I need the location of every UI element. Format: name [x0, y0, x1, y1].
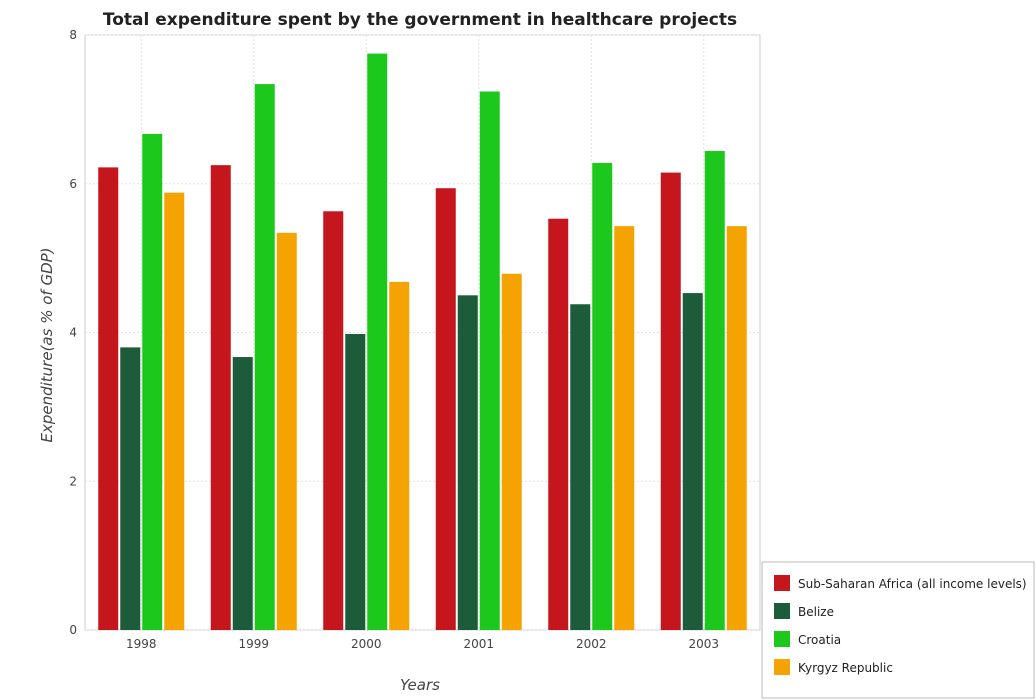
legend: Sub-Saharan Africa (all income levels) Be…: [761, 561, 1035, 699]
x-tick-label: 2001: [463, 637, 494, 651]
bar-sub-saharan-africa-all-income-levels--2000: [323, 211, 344, 631]
bar-kyrgyz-republic-1998: [164, 192, 185, 631]
x-tick-label: 2002: [576, 637, 607, 651]
y-axis-ticks: 0 2 4 6 8: [69, 28, 77, 637]
legend-entry: Kyrgyz Republic: [798, 661, 893, 675]
bar-kyrgyz-republic-2002: [614, 226, 635, 631]
y-tick-label: 0: [69, 623, 77, 637]
bar-croatia-1998: [142, 133, 163, 630]
y-tick-label: 8: [69, 28, 77, 42]
x-axis-title: Years: [400, 676, 440, 694]
bar-sub-saharan-africa-all-income-levels--2001: [435, 188, 456, 630]
bar-belize-1999: [232, 357, 253, 630]
y-tick-label: 4: [69, 326, 77, 340]
bar-sub-saharan-africa-all-income-levels--1998: [98, 167, 119, 630]
bar-croatia-2002: [592, 162, 613, 631]
x-axis-ticks: 1998 1999 2000 2001 2002 2003: [126, 637, 719, 651]
bar-sub-saharan-africa-all-income-levels--1999: [210, 165, 231, 630]
bars: [98, 53, 747, 631]
y-tick-label: 2: [69, 474, 77, 488]
x-tick-label: 1999: [238, 637, 269, 651]
legend-swatch: [774, 603, 790, 619]
x-tick-label: 2000: [351, 637, 382, 651]
bar-sub-saharan-africa-all-income-levels--2002: [548, 218, 569, 631]
bar-kyrgyz-republic-2003: [726, 226, 747, 631]
chart-title: Total expenditure spent by the governmen…: [103, 10, 737, 30]
x-tick-label: 2003: [688, 637, 719, 651]
legend-swatch: [774, 631, 790, 647]
bar-kyrgyz-republic-1999: [276, 232, 297, 630]
bar-belize-2002: [570, 304, 591, 630]
bar-croatia-2003: [704, 151, 725, 630]
legend-box: [761, 561, 1035, 699]
bar-belize-1998: [120, 347, 141, 630]
y-axis-title: Expenditure(as % of GDP): [38, 247, 56, 442]
x-tick-label: 1998: [126, 637, 157, 651]
bar-belize-2003: [682, 293, 703, 630]
bar-kyrgyz-republic-2001: [501, 273, 522, 630]
legend-entry: Sub-Saharan Africa (all income levels): [798, 577, 1027, 591]
legend-swatch: [774, 575, 790, 591]
gridlines: [84, 34, 761, 631]
bar-sub-saharan-africa-all-income-levels--2003: [660, 172, 681, 630]
bar-croatia-2000: [367, 53, 388, 630]
bar-belize-2000: [345, 333, 366, 630]
legend-swatch: [774, 659, 790, 675]
bar-croatia-1999: [254, 84, 275, 630]
y-tick-label: 6: [69, 177, 77, 191]
bar-croatia-2001: [479, 91, 500, 630]
legend-entry: Belize: [798, 605, 834, 619]
legend-entry: Croatia: [798, 633, 841, 647]
bar-belize-2001: [457, 295, 478, 630]
bar-kyrgyz-republic-2000: [389, 281, 410, 630]
